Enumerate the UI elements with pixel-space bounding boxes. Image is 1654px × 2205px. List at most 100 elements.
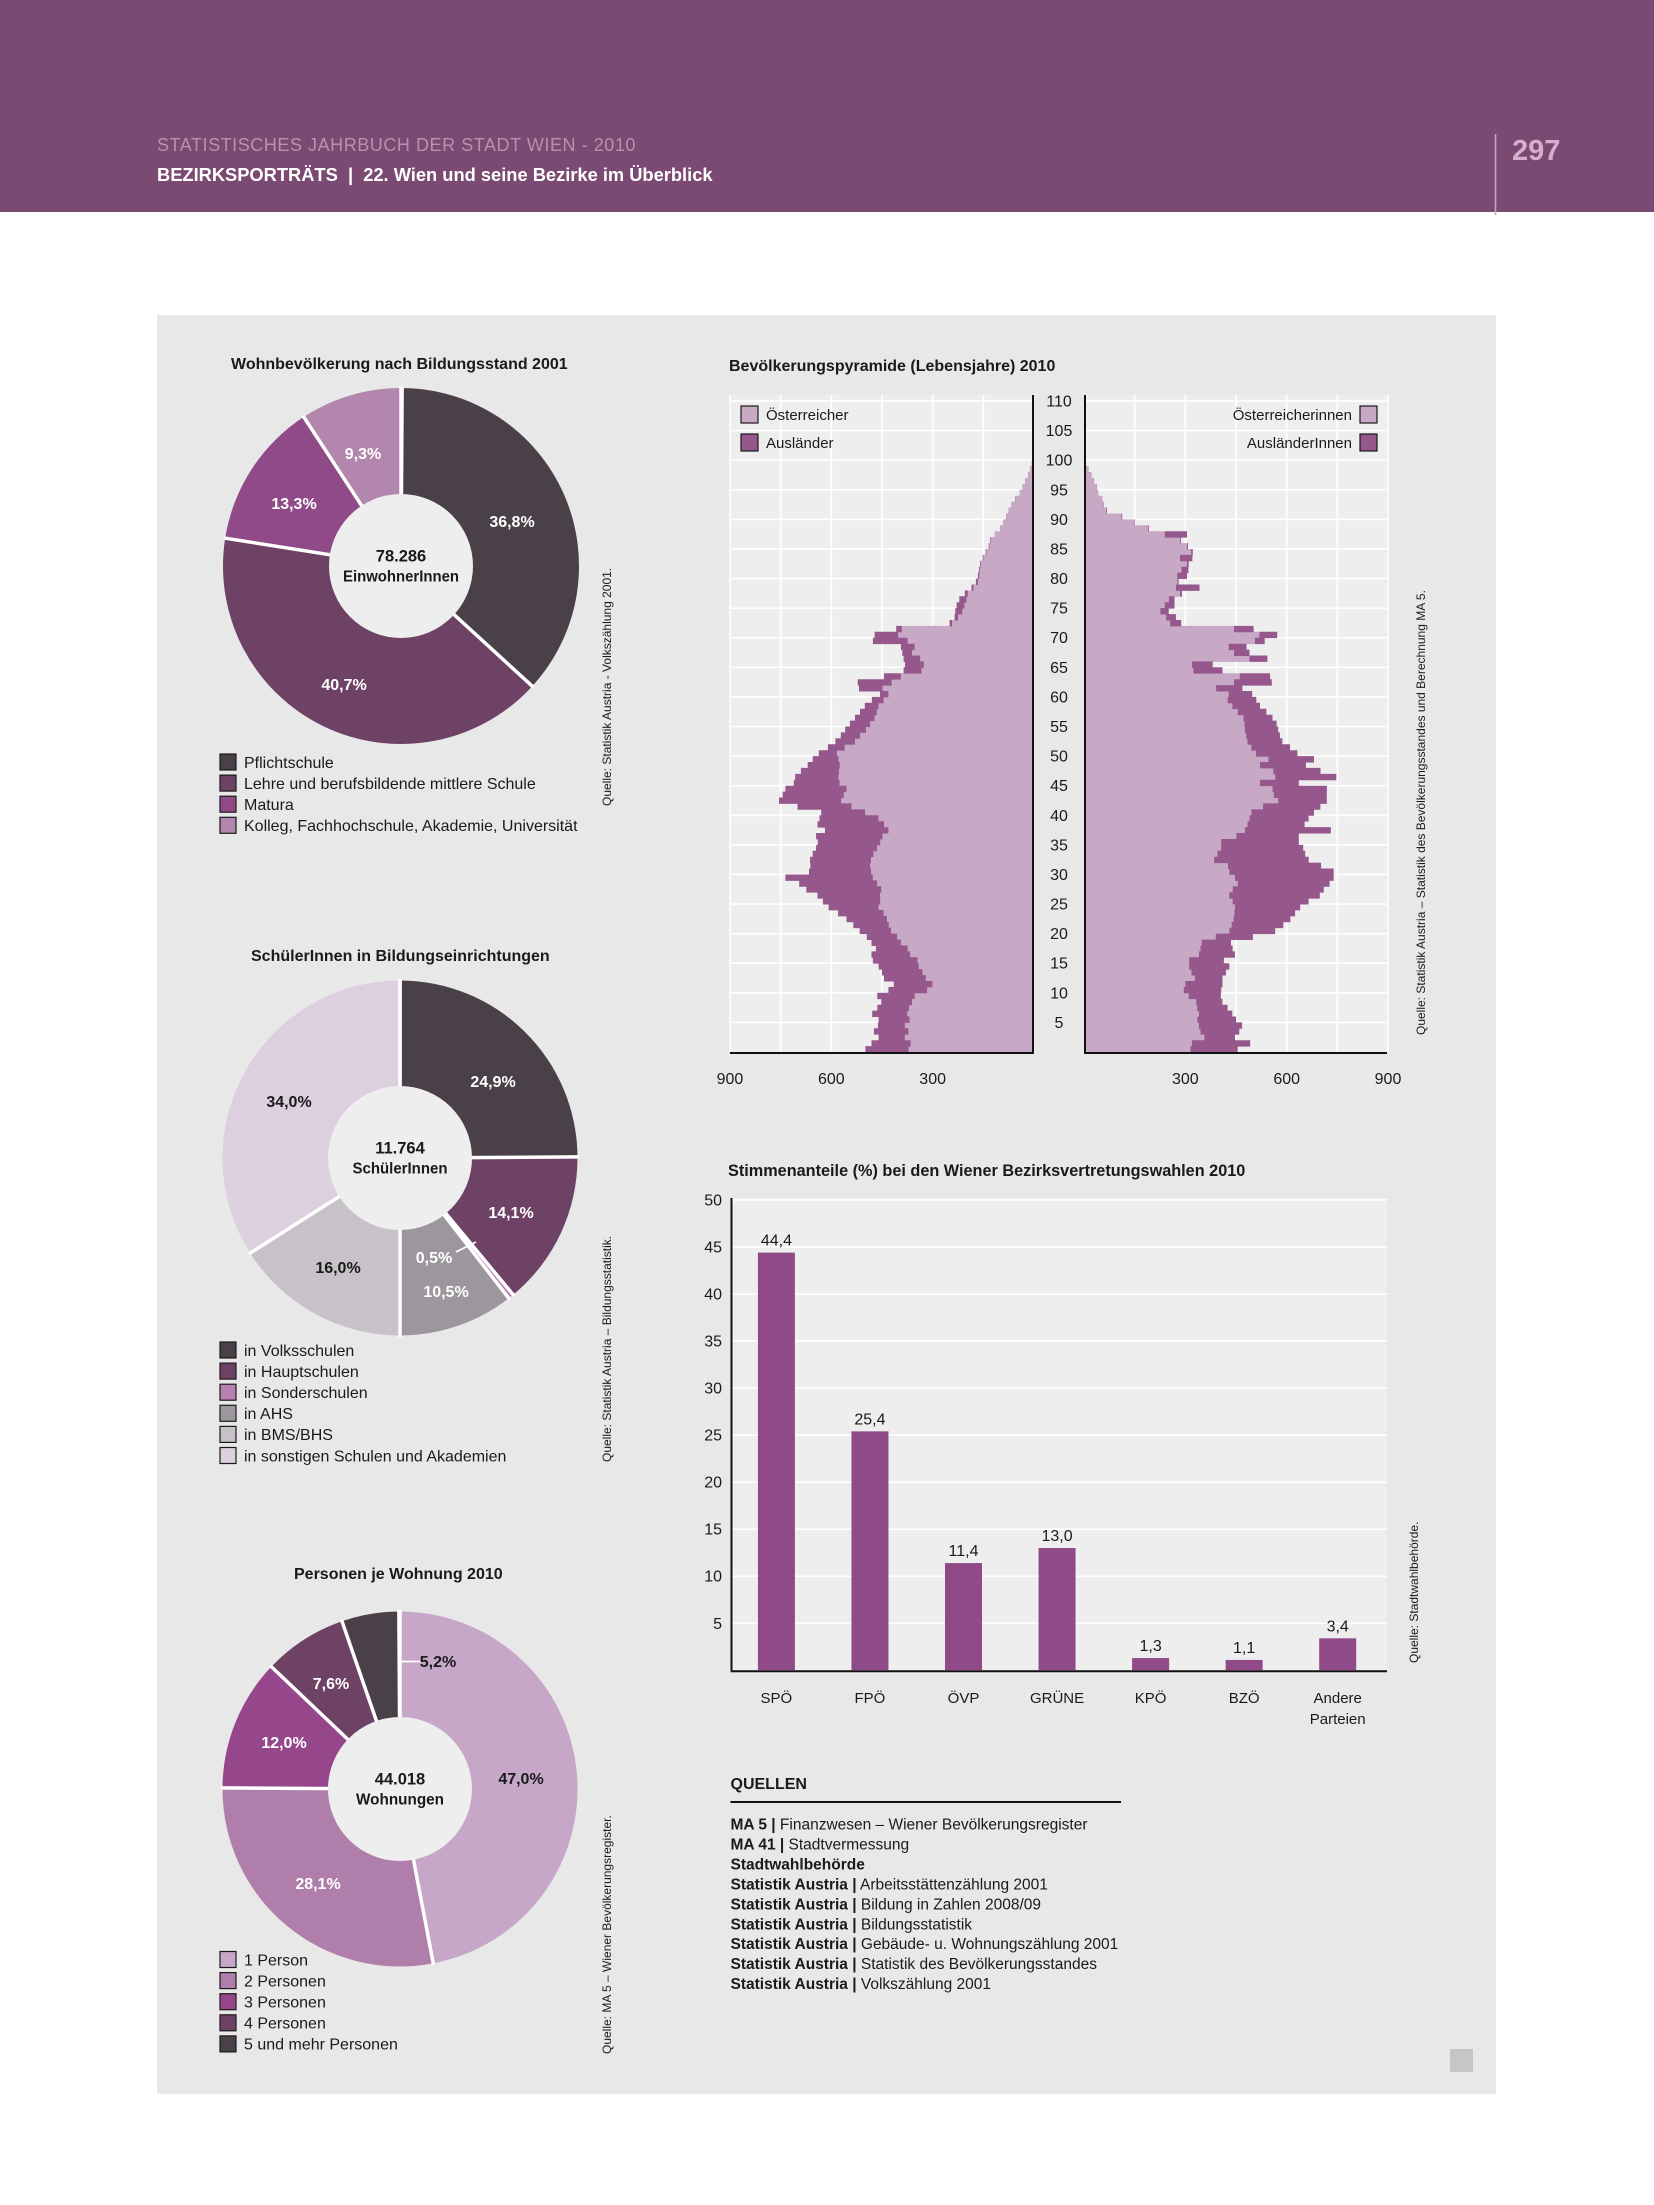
svg-text:78.286: 78.286 <box>376 548 426 566</box>
svg-text:BEZIRKSPORTRÄTS | 22. Wien u: BEZIRKSPORTRÄTS | 22. Wien und seine Bez… <box>157 164 713 185</box>
svg-text:40: 40 <box>1050 808 1068 825</box>
svg-text:Statistik Austria | Arbeitsstä: Statistik Austria | Arbeitsstättenzählun… <box>731 1876 1048 1893</box>
svg-text:40,7%: 40,7% <box>321 677 366 694</box>
svg-text:65: 65 <box>1050 660 1068 677</box>
svg-text:Wohnbevölkerung nach Bildungss: Wohnbevölkerung nach Bildungsstand 2001 <box>231 356 568 373</box>
svg-text:50: 50 <box>704 1192 722 1209</box>
svg-text:25,4: 25,4 <box>854 1411 885 1428</box>
svg-text:10: 10 <box>1050 985 1068 1002</box>
svg-text:SPÖ: SPÖ <box>761 1689 793 1707</box>
svg-text:in Sonderschulen: in Sonderschulen <box>244 1385 368 1402</box>
svg-text:Andere: Andere <box>1314 1690 1362 1707</box>
svg-text:Lehre und berufsbildende mittl: Lehre und berufsbildende mittlere Schule <box>244 776 536 793</box>
svg-text:50: 50 <box>1050 749 1068 766</box>
svg-text:AusländerInnen: AusländerInnen <box>1247 435 1352 452</box>
svg-text:34,0%: 34,0% <box>266 1094 311 1111</box>
svg-text:in Volksschulen: in Volksschulen <box>244 1343 354 1360</box>
svg-text:28,1%: 28,1% <box>295 1876 340 1893</box>
svg-text:45: 45 <box>704 1239 722 1256</box>
svg-text:Ausländer: Ausländer <box>766 435 834 452</box>
svg-text:in Hauptschulen: in Hauptschulen <box>244 1364 359 1381</box>
svg-text:Quelle: Statistik Austria - Vo: Quelle: Statistik Austria - Volkszählung… <box>600 568 614 806</box>
svg-text:13,0: 13,0 <box>1041 1528 1072 1545</box>
svg-text:3,4: 3,4 <box>1327 1618 1349 1635</box>
svg-text:Quelle: Statistik Austria – St: Quelle: Statistik Austria – Statistik de… <box>1414 590 1428 1035</box>
svg-text:5 und mehr Personen: 5 und mehr Personen <box>244 2037 398 2054</box>
svg-text:Statistik Austria | Volkszählu: Statistik Austria | Volkszählung 2001 <box>731 1976 992 1993</box>
svg-text:5: 5 <box>713 1616 722 1633</box>
svg-text:12,0%: 12,0% <box>261 1735 306 1752</box>
svg-text:Wohnungen: Wohnungen <box>356 1792 444 1809</box>
svg-text:Kolleg, Fachhochschule, Akadem: Kolleg, Fachhochschule, Akademie, Univer… <box>244 818 578 835</box>
svg-text:55: 55 <box>1050 719 1068 736</box>
svg-text:in AHS: in AHS <box>244 1406 293 1423</box>
svg-text:25: 25 <box>704 1428 722 1445</box>
svg-text:Quelle: Statistik Austria – Bi: Quelle: Statistik Austria – Bildungsstat… <box>600 1236 614 1462</box>
svg-text:105: 105 <box>1046 423 1073 440</box>
svg-text:5,2%: 5,2% <box>420 1654 456 1671</box>
svg-text:BZÖ: BZÖ <box>1229 1689 1260 1707</box>
svg-text:10: 10 <box>704 1569 722 1586</box>
svg-text:14,1%: 14,1% <box>488 1205 533 1222</box>
svg-text:44.018: 44.018 <box>375 1771 425 1789</box>
svg-text:600: 600 <box>818 1071 845 1088</box>
svg-text:1,1: 1,1 <box>1233 1640 1255 1657</box>
svg-text:STATISTISCHES JAHRBUCH DER STA: STATISTISCHES JAHRBUCH DER STADT WIEN - … <box>157 135 636 155</box>
svg-text:MA 5 | Finanzwesen – Wiener Be: MA 5 | Finanzwesen – Wiener Bevölkerungs… <box>731 1817 1088 1834</box>
svg-text:35: 35 <box>1050 837 1068 854</box>
svg-text:900: 900 <box>1375 1071 1402 1088</box>
svg-text:80: 80 <box>1050 571 1068 588</box>
svg-text:20: 20 <box>704 1475 722 1492</box>
svg-text:45: 45 <box>1050 778 1068 795</box>
svg-text:600: 600 <box>1273 1071 1300 1088</box>
svg-text:Bevölkerungspyramide (Lebensja: Bevölkerungspyramide (Lebensjahre) 2010 <box>729 358 1055 375</box>
svg-text:44,4: 44,4 <box>761 1233 792 1250</box>
svg-text:11.764: 11.764 <box>375 1140 425 1158</box>
svg-text:in sonstigen Schulen und Akade: in sonstigen Schulen und Akademien <box>244 1448 506 1465</box>
svg-text:35: 35 <box>704 1334 722 1351</box>
svg-text:0,5%: 0,5% <box>416 1250 452 1267</box>
svg-text:7,6%: 7,6% <box>313 1676 349 1693</box>
svg-text:16,0%: 16,0% <box>315 1260 360 1277</box>
svg-text:SchülerInnen: SchülerInnen <box>353 1161 448 1178</box>
svg-text:1,3: 1,3 <box>1139 1638 1161 1655</box>
svg-text:Statistik Austria | Bildung in: Statistik Austria | Bildung in Zahlen 20… <box>731 1896 1042 1913</box>
svg-text:85: 85 <box>1050 541 1068 558</box>
svg-text:5: 5 <box>1055 1015 1064 1032</box>
svg-text:15: 15 <box>1050 956 1068 973</box>
svg-text:ÖVP: ÖVP <box>948 1689 980 1707</box>
svg-text:FPÖ: FPÖ <box>855 1689 886 1707</box>
svg-text:Stadtwahlbehörde: Stadtwahlbehörde <box>731 1856 866 1873</box>
svg-text:SchülerInnen in Bildungseinric: SchülerInnen in Bildungseinrichtungen <box>251 948 550 965</box>
svg-text:Österreicher: Österreicher <box>766 406 849 424</box>
svg-text:Statistik Austria | Bildungsst: Statistik Austria | Bildungsstatistik <box>731 1916 973 1933</box>
svg-text:110: 110 <box>1046 394 1072 411</box>
svg-text:300: 300 <box>919 1071 946 1088</box>
svg-text:20: 20 <box>1050 926 1068 943</box>
svg-text:Statistik Austria | Gebäude- u: Statistik Austria | Gebäude- u. Wohnungs… <box>731 1936 1119 1953</box>
svg-text:25: 25 <box>1050 897 1068 914</box>
svg-text:in BMS/BHS: in BMS/BHS <box>244 1427 333 1444</box>
svg-text:MA 41 | Stadtvermessung: MA 41 | Stadtvermessung <box>731 1837 910 1854</box>
svg-text:Parteien: Parteien <box>1310 1711 1366 1728</box>
svg-text:KPÖ: KPÖ <box>1135 1689 1167 1707</box>
svg-text:30: 30 <box>704 1381 722 1398</box>
svg-text:EinwohnerInnen: EinwohnerInnen <box>343 569 459 586</box>
svg-text:100: 100 <box>1046 453 1073 470</box>
svg-text:24,9%: 24,9% <box>470 1074 515 1091</box>
svg-text:4 Personen: 4 Personen <box>244 2016 326 2033</box>
svg-text:30: 30 <box>1050 867 1068 884</box>
svg-text:1 Person: 1 Person <box>244 1952 308 1969</box>
svg-text:75: 75 <box>1050 601 1068 618</box>
svg-text:Statistik Austria | Statistik: Statistik Austria | Statistik des Bevölk… <box>731 1956 1098 1973</box>
svg-text:Personen je Wohnung 2010: Personen je Wohnung 2010 <box>294 1566 503 1583</box>
svg-text:13,3%: 13,3% <box>271 496 316 513</box>
svg-text:70: 70 <box>1050 630 1068 647</box>
svg-text:15: 15 <box>704 1522 722 1539</box>
svg-text:47,0%: 47,0% <box>498 1771 543 1788</box>
svg-text:9,3%: 9,3% <box>345 446 381 463</box>
svg-text:Matura: Matura <box>244 797 294 814</box>
svg-text:40: 40 <box>704 1287 722 1304</box>
svg-text:Quelle: MA 5 – Wiener Bevölker: Quelle: MA 5 – Wiener Bevölkerungsregist… <box>600 1815 614 2054</box>
svg-text:2 Personen: 2 Personen <box>244 1973 326 1990</box>
